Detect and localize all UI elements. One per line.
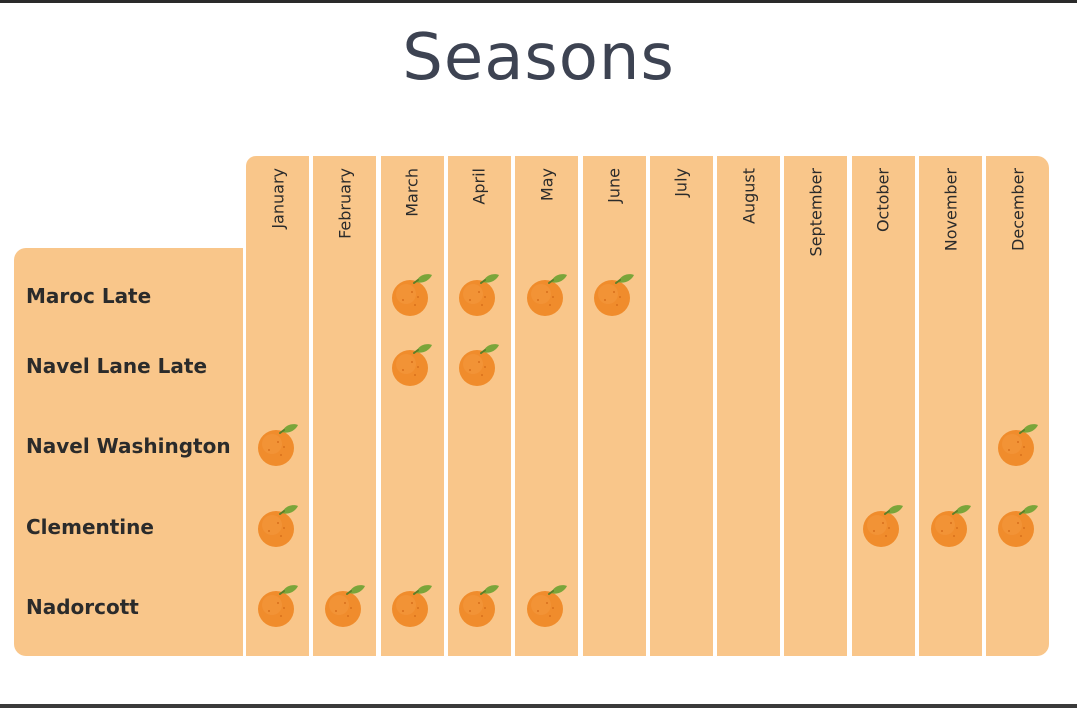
bottom-border: [0, 704, 1077, 708]
month-label: December: [1008, 168, 1028, 251]
month-column-january: January: [246, 156, 309, 656]
month-label: April: [469, 168, 489, 205]
orange-fruit-icon: [257, 585, 298, 627]
page-title: Seasons: [402, 21, 675, 95]
month-label: August: [739, 168, 759, 224]
month-column-april: April: [447, 156, 511, 656]
orange-fruit-icon: [526, 585, 567, 627]
top-border: [0, 0, 1077, 3]
month-label: June: [604, 168, 624, 203]
orange-fruit-icon: [930, 505, 971, 547]
orange-fruit-icon: [459, 585, 500, 627]
variety-label: Navel Washington: [26, 434, 231, 458]
orange-fruit-icon: [459, 274, 500, 316]
orange-fruit-icon: [459, 344, 500, 386]
month-column-august: August: [717, 156, 781, 656]
month-label: July: [671, 168, 691, 197]
orange-fruit-icon: [997, 424, 1038, 466]
month-label: March: [402, 168, 422, 217]
orange-fruit-icon: [997, 505, 1038, 547]
orange-fruit-icon: [392, 344, 433, 386]
orange-fruit-icon: [392, 274, 433, 316]
orange-fruit-icon: [594, 274, 634, 316]
month-column-may: May: [515, 156, 579, 656]
month-column-september: September: [784, 156, 848, 656]
month-column-february: February: [313, 156, 377, 656]
month-column-june: June: [582, 156, 646, 656]
month-column-july: July: [649, 156, 713, 656]
month-label: September: [806, 168, 826, 257]
variety-label: Nadorcott: [26, 595, 139, 619]
variety-label: Clementine: [26, 515, 154, 539]
orange-fruit-icon: [863, 505, 904, 547]
month-column-november: November: [919, 156, 982, 656]
month-label: November: [941, 168, 960, 252]
orange-fruit-icon: [257, 424, 298, 466]
variety-label: Maroc Late: [26, 284, 152, 308]
month-column-december: December: [986, 156, 1050, 656]
orange-fruit-icon: [324, 585, 365, 627]
month-label: May: [537, 168, 557, 202]
month-label: February: [335, 168, 355, 239]
orange-fruit-icon: [392, 585, 433, 627]
variety-label: Navel Lane Late: [26, 354, 208, 378]
orange-fruit-icon: [526, 274, 567, 316]
month-column-march: March: [380, 156, 444, 656]
month-label: October: [873, 168, 893, 233]
month-label: January: [268, 168, 287, 229]
month-column-october: October: [851, 156, 915, 656]
variety-label-panel: [14, 248, 243, 656]
orange-fruit-icon: [257, 505, 298, 547]
